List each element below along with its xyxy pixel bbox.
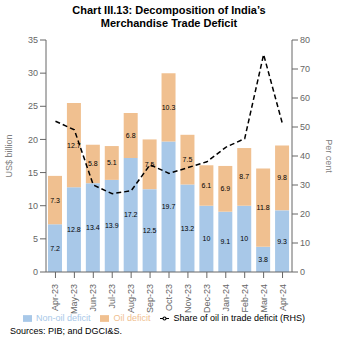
svg-text:11.8: 11.8 (257, 204, 270, 211)
svg-text:12.7: 12.7 (67, 142, 81, 149)
html-text:Sources: PIB; and DGCI&S.: Sources: PIB; and DGCI&S. (10, 326, 123, 336)
svg-text:0: 0 (33, 267, 38, 277)
svg-text:Jun-23: Jun-23 (88, 284, 98, 312)
html-text:Merchandise Trade Deficit: Merchandise Trade Deficit (100, 17, 238, 29)
svg-text:13.4: 13.4 (86, 224, 100, 231)
html-text:Chart III.13: Decomposition of: Chart III.13: Decomposition of India’s (72, 4, 266, 16)
html-text:Share of oil in trade deficit: Share of oil in trade deficit (RHS) (173, 313, 305, 323)
svg-text:Apr-23: Apr-23 (50, 284, 60, 311)
svg-text:US$ billion: US$ billion (8, 134, 14, 177)
svg-text:Nov-23: Nov-23 (183, 284, 193, 313)
svg-text:7.5: 7.5 (183, 156, 193, 163)
svg-text:Feb-24: Feb-24 (240, 284, 250, 313)
svg-text:20: 20 (28, 135, 38, 145)
svg-text:10: 10 (300, 238, 310, 248)
svg-text:12.8: 12.8 (67, 226, 81, 233)
svg-text:6.1: 6.1 (202, 182, 212, 189)
svg-text:Aug-23: Aug-23 (126, 284, 136, 313)
svg-text:35: 35 (28, 35, 38, 45)
svg-text:7.2: 7.2 (50, 245, 60, 252)
svg-text:Sep-23: Sep-23 (145, 284, 155, 313)
svg-text:7.3: 7.3 (50, 197, 60, 204)
svg-text:25: 25 (28, 101, 38, 111)
svg-text:70: 70 (300, 64, 310, 74)
svg-text:6.9: 6.9 (220, 185, 230, 192)
svg-text:30: 30 (28, 68, 38, 78)
svg-text:9.3: 9.3 (277, 238, 287, 245)
svg-text:May-23: May-23 (69, 284, 79, 314)
svg-text:Per cent: Per cent (324, 139, 330, 173)
svg-text:10: 10 (202, 235, 210, 242)
svg-text:Jan-24: Jan-24 (221, 284, 231, 312)
svg-text:6.8: 6.8 (126, 132, 136, 139)
svg-text:12.5: 12.5 (143, 227, 157, 234)
svg-text:40: 40 (300, 151, 310, 161)
svg-text:10: 10 (240, 235, 248, 242)
svg-text:9.1: 9.1 (220, 238, 230, 245)
html-text:Oil deficit: Oil deficit (113, 313, 151, 323)
svg-text:13.2: 13.2 (181, 225, 195, 232)
svg-text:20: 20 (300, 209, 310, 219)
svg-text:9.8: 9.8 (277, 174, 287, 181)
svg-text:19.7: 19.7 (162, 203, 176, 210)
svg-text:30: 30 (300, 180, 310, 190)
svg-text:Apr-24: Apr-24 (278, 284, 288, 311)
svg-text:Mar-24: Mar-24 (259, 284, 269, 313)
svg-text:Oct-23: Oct-23 (164, 284, 174, 311)
svg-text:17.2: 17.2 (124, 211, 138, 218)
svg-text:10: 10 (28, 201, 38, 211)
svg-text:5.1: 5.1 (107, 159, 117, 166)
svg-text:80: 80 (300, 35, 310, 45)
html-text:Non-oil deficit: Non-oil deficit (35, 313, 91, 323)
svg-text:10.3: 10.3 (162, 104, 176, 111)
svg-text:Jul-23: Jul-23 (107, 284, 117, 309)
svg-text:15: 15 (28, 168, 38, 178)
svg-text:0: 0 (300, 267, 305, 277)
svg-text:50: 50 (300, 122, 310, 132)
svg-text:Dec-23: Dec-23 (202, 284, 212, 313)
svg-text:60: 60 (300, 93, 310, 103)
svg-text:13.9: 13.9 (105, 222, 119, 229)
svg-text:8.7: 8.7 (239, 173, 249, 180)
svg-text:5.8: 5.8 (88, 160, 98, 167)
svg-text:3.8: 3.8 (258, 256, 268, 263)
svg-text:5: 5 (33, 234, 38, 244)
svg-text:7.5: 7.5 (145, 161, 155, 168)
